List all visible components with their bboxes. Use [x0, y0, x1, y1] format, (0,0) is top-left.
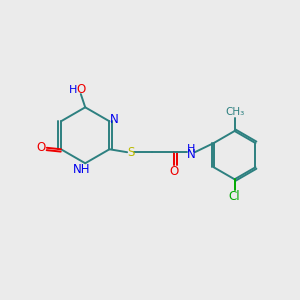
Text: H: H	[69, 85, 78, 94]
Text: N: N	[110, 113, 119, 126]
Text: O: O	[169, 165, 179, 178]
Text: H: H	[187, 144, 196, 154]
Text: CH₃: CH₃	[225, 107, 244, 117]
Text: NH: NH	[73, 163, 90, 176]
Text: N: N	[187, 148, 196, 161]
Text: S: S	[128, 146, 135, 159]
Text: Cl: Cl	[229, 190, 240, 202]
Text: O: O	[36, 141, 46, 154]
Text: O: O	[77, 83, 86, 96]
